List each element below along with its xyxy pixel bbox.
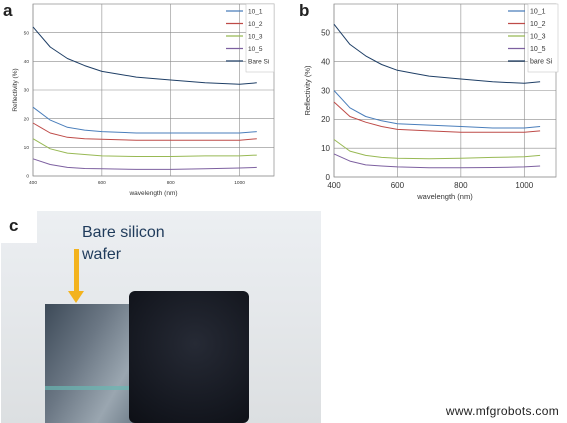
photo-caption: Bare silicon wafer xyxy=(82,222,165,266)
series-line-10_5 xyxy=(333,153,541,169)
series-line-10_5 xyxy=(32,158,257,170)
legend-label: 10_1 xyxy=(530,8,546,15)
x-tick-label: 600 xyxy=(391,181,405,190)
x-tick-label: 400 xyxy=(327,181,341,190)
x-tick-label: 600 xyxy=(98,180,106,186)
x-tick-label: 400 xyxy=(29,180,37,186)
y-tick-label: 0 xyxy=(326,173,331,182)
x-tick-label: 800 xyxy=(167,180,175,186)
panel-label-c-background: c xyxy=(1,211,37,243)
y-tick-label: 0 xyxy=(26,174,29,180)
series-line-10_3 xyxy=(333,139,541,160)
y-axis-title: Reflectivity (%) xyxy=(12,68,19,111)
series-line-10_3 xyxy=(32,138,257,157)
legend-label: 10_3 xyxy=(530,33,546,40)
series-line-10_2 xyxy=(333,101,541,133)
y-axis-title: Reflectivity (%) xyxy=(303,65,312,116)
legend-label: 10_1 xyxy=(248,8,263,15)
legend-label: Bare Si xyxy=(248,58,269,65)
x-axis-title: wavelength (nm) xyxy=(416,192,473,201)
panel-label-b: b xyxy=(299,1,310,20)
y-tick-label: 50 xyxy=(321,29,330,38)
legend-label: 10_5 xyxy=(530,46,546,53)
x-tick-label: 1000 xyxy=(515,181,533,190)
legend-label: 10_3 xyxy=(248,33,263,40)
y-tick-label: 20 xyxy=(321,115,330,124)
y-tick-label: 50 xyxy=(24,30,30,36)
y-tick-label: 30 xyxy=(321,86,330,95)
x-tick-label: 1000 xyxy=(234,180,245,186)
pointer-arrow-head xyxy=(68,291,84,303)
black-silicon-sample xyxy=(129,291,249,423)
legend-box xyxy=(527,3,559,73)
wafer-reflection-stripe xyxy=(45,386,195,390)
watermark-text: www.mfgrobots.com xyxy=(445,404,559,418)
series-line-10_2 xyxy=(32,122,257,141)
legend-label: bare Si xyxy=(530,58,553,65)
y-tick-label: 10 xyxy=(24,145,30,151)
y-tick-label: 40 xyxy=(321,57,330,66)
legend-label: 10_5 xyxy=(248,46,263,53)
caption-line-2: wafer xyxy=(82,246,122,263)
panel-label-a: a xyxy=(3,1,13,20)
series-line-10_1 xyxy=(32,106,257,134)
x-axis-title: wavelength (nm) xyxy=(128,190,177,197)
caption-line-1: Bare silicon xyxy=(82,224,165,241)
y-tick-label: 40 xyxy=(24,59,30,65)
chart-a: 0 10 20 30 40 50 400 600 800 1000 wavelength (nm) R… xyxy=(12,3,275,197)
y-tick-label: 30 xyxy=(24,88,30,94)
x-tick-label: 800 xyxy=(454,181,468,190)
photo-panel-c: c Bare silicon wafer xyxy=(1,211,321,423)
y-tick-label: 20 xyxy=(24,116,30,122)
y-tick-label: 10 xyxy=(321,144,330,153)
chart-b: 0 10 20 30 40 50 400 600 800 1000 wavelength (nm) R… xyxy=(303,3,559,201)
legend-box xyxy=(245,3,275,73)
series-line-10_1 xyxy=(333,90,541,129)
series-line-bare-si xyxy=(333,23,541,84)
pointer-arrow-shaft xyxy=(74,249,79,293)
legend-label: 10_2 xyxy=(530,21,546,28)
panel-label-c: c xyxy=(9,216,19,235)
legend-label: 10_2 xyxy=(248,21,263,28)
series-line-bare-si xyxy=(32,26,257,85)
